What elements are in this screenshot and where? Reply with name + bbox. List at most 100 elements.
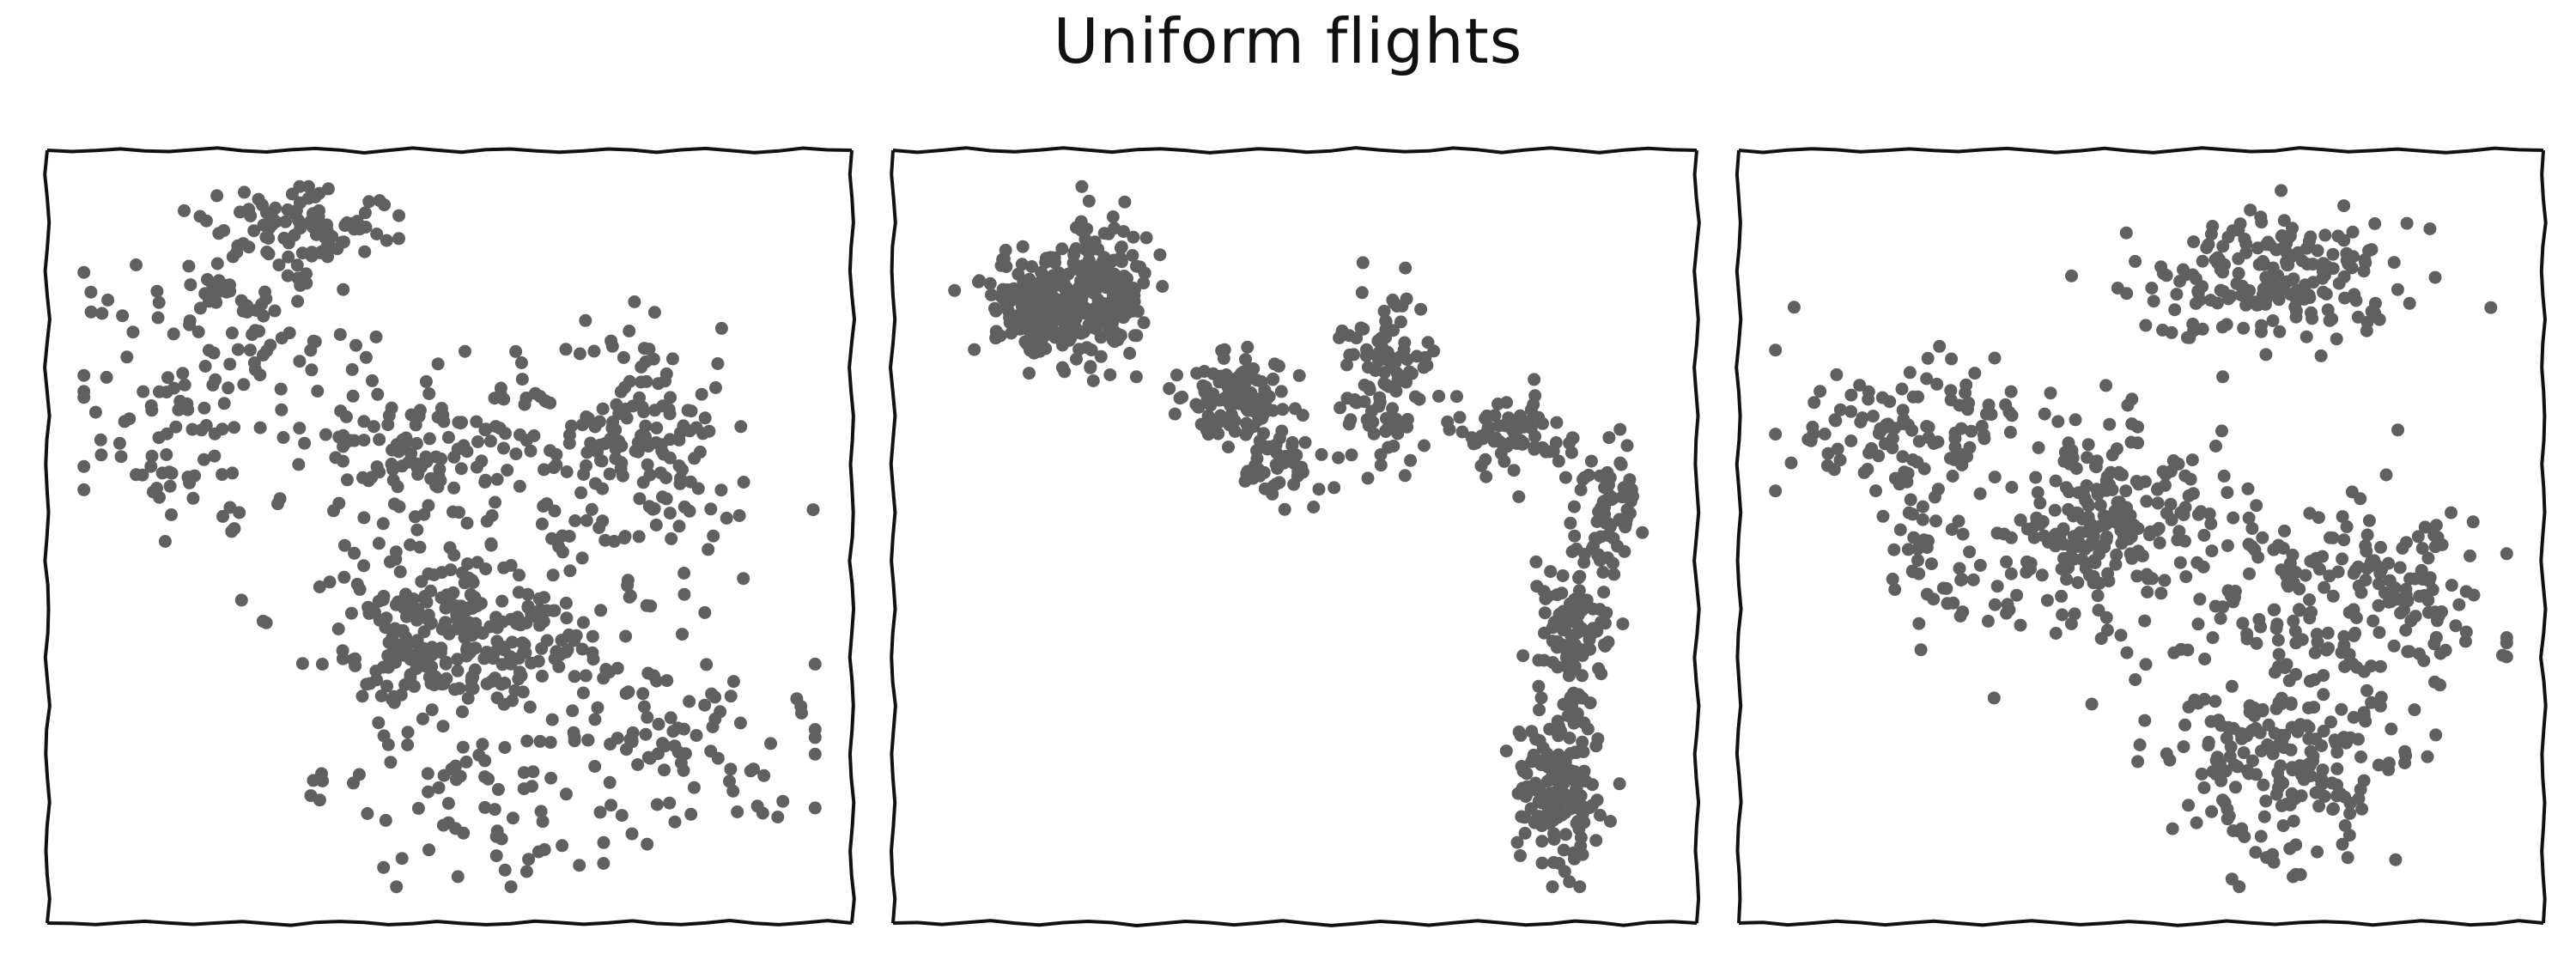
scatter-point [390,880,404,894]
scatter-point [586,646,599,659]
scatter-point [2326,589,2340,603]
scatter-point [2286,222,2299,235]
scatter-point [490,824,504,838]
scatter-point [1558,619,1571,633]
scatter-point [210,189,224,203]
scatter-point [2257,258,2271,271]
scatter-point [1502,411,1516,425]
scatter-point [2273,325,2287,338]
scatter-point [447,505,459,519]
scatter-point [1069,242,1083,255]
scatter-point [2030,511,2044,525]
scatter-point [2272,538,2285,552]
scatter-point [451,870,465,884]
scatter-point [2035,568,2049,582]
scatter-point [1556,756,1570,769]
scatter-point [2374,540,2387,554]
scatter-point [347,776,360,790]
scatter-point [2257,810,2271,823]
scatter-point [2109,557,2123,571]
scatter-point [1552,857,1566,870]
scatter-point [1512,490,1526,503]
scatter-point [2336,837,2349,851]
scatter-point [973,274,986,288]
scatter-point [497,643,511,657]
scatter-point [2306,258,2320,271]
scatter-point [216,509,229,523]
scatter-point [2267,603,2281,617]
scatter-point [2372,626,2386,640]
scatter-point [1806,420,1820,434]
scatter-point [2399,536,2413,550]
scatter-point [2063,485,2076,499]
scatter-point [2131,436,2145,450]
scatter-point [379,813,392,827]
scatter-point [1137,316,1151,330]
scatter-point [2305,605,2318,619]
scatter-point [1853,379,1867,392]
scatter-point [2132,477,2146,491]
scatter-point [1253,434,1267,447]
scatter-point [2428,270,2442,284]
scatter-point [1102,227,1115,240]
scatter-point [1875,391,1889,404]
scatter-point [1072,343,1086,356]
scatter-point [559,787,573,801]
scatter-point [1931,435,1945,449]
scatter-point [2379,468,2393,482]
scatter-point [94,448,108,462]
scatter-point [603,467,617,481]
scatter-point [1228,414,1242,428]
scatter-point [2408,703,2421,717]
scatter-point [1400,353,1414,367]
scatter-point [425,659,439,673]
scatter-point [677,722,690,736]
scatter-point [422,387,436,400]
scatter-point [588,713,602,726]
scatter-point [186,491,200,505]
scatter-point [1636,526,1649,539]
scatter-point [1525,725,1539,738]
scatter-point [1123,347,1137,360]
scatter-point [304,789,318,803]
scatter-point [2391,592,2404,606]
scatter-point [683,475,697,489]
scatter-point [1077,259,1091,272]
scatter-panel-left [43,146,856,927]
scatter-point [381,418,395,432]
scatter-point [2251,241,2264,255]
scatter-point [633,492,647,506]
scatter-point [1912,617,1926,630]
scatter-point [1959,378,1973,392]
scatter-point [989,325,1003,338]
scatter-point [432,781,446,794]
scatter-point [1362,380,1376,394]
scatter-point [210,257,224,270]
scatter-point [535,641,549,655]
scatter-point [1573,769,1587,782]
scatter-point [357,434,371,447]
scatter-point [2029,471,2043,484]
scatter-point [1534,758,1548,771]
scatter-point [1947,596,1960,610]
scatter-point [448,683,462,696]
scatter-point [1379,315,1393,329]
scatter-point [1911,542,1924,556]
scatter-point [2317,725,2330,738]
scatter-point [1274,385,1288,398]
scatter-point [2330,762,2344,775]
scatter-point [304,343,318,357]
scatter-point [1025,260,1039,273]
scatter-point [538,842,551,856]
scatter-point [469,617,483,630]
scatter-point [2005,409,2019,422]
scatter-point [1595,616,1608,629]
scatter-point [1607,568,1621,581]
scatter-point [2237,746,2251,760]
scatter-point [2055,562,2069,576]
scatter-point [579,669,592,683]
scatter-point [282,250,295,264]
scatter-point [2261,235,2275,249]
scatter-point [639,419,653,433]
scatter-point [1018,335,1032,349]
